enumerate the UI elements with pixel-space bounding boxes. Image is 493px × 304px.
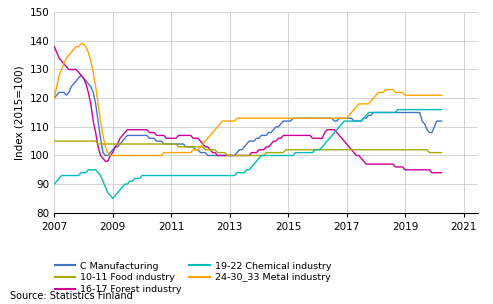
- Y-axis label: Index (2015=100): Index (2015=100): [14, 65, 24, 160]
- Legend: C Manufacturing, 10-11 Food industry, 16-17 Forest industry, 19-22 Chemical indu: C Manufacturing, 10-11 Food industry, 16…: [55, 262, 331, 294]
- Text: Source: Statistics Finland: Source: Statistics Finland: [10, 291, 133, 301]
